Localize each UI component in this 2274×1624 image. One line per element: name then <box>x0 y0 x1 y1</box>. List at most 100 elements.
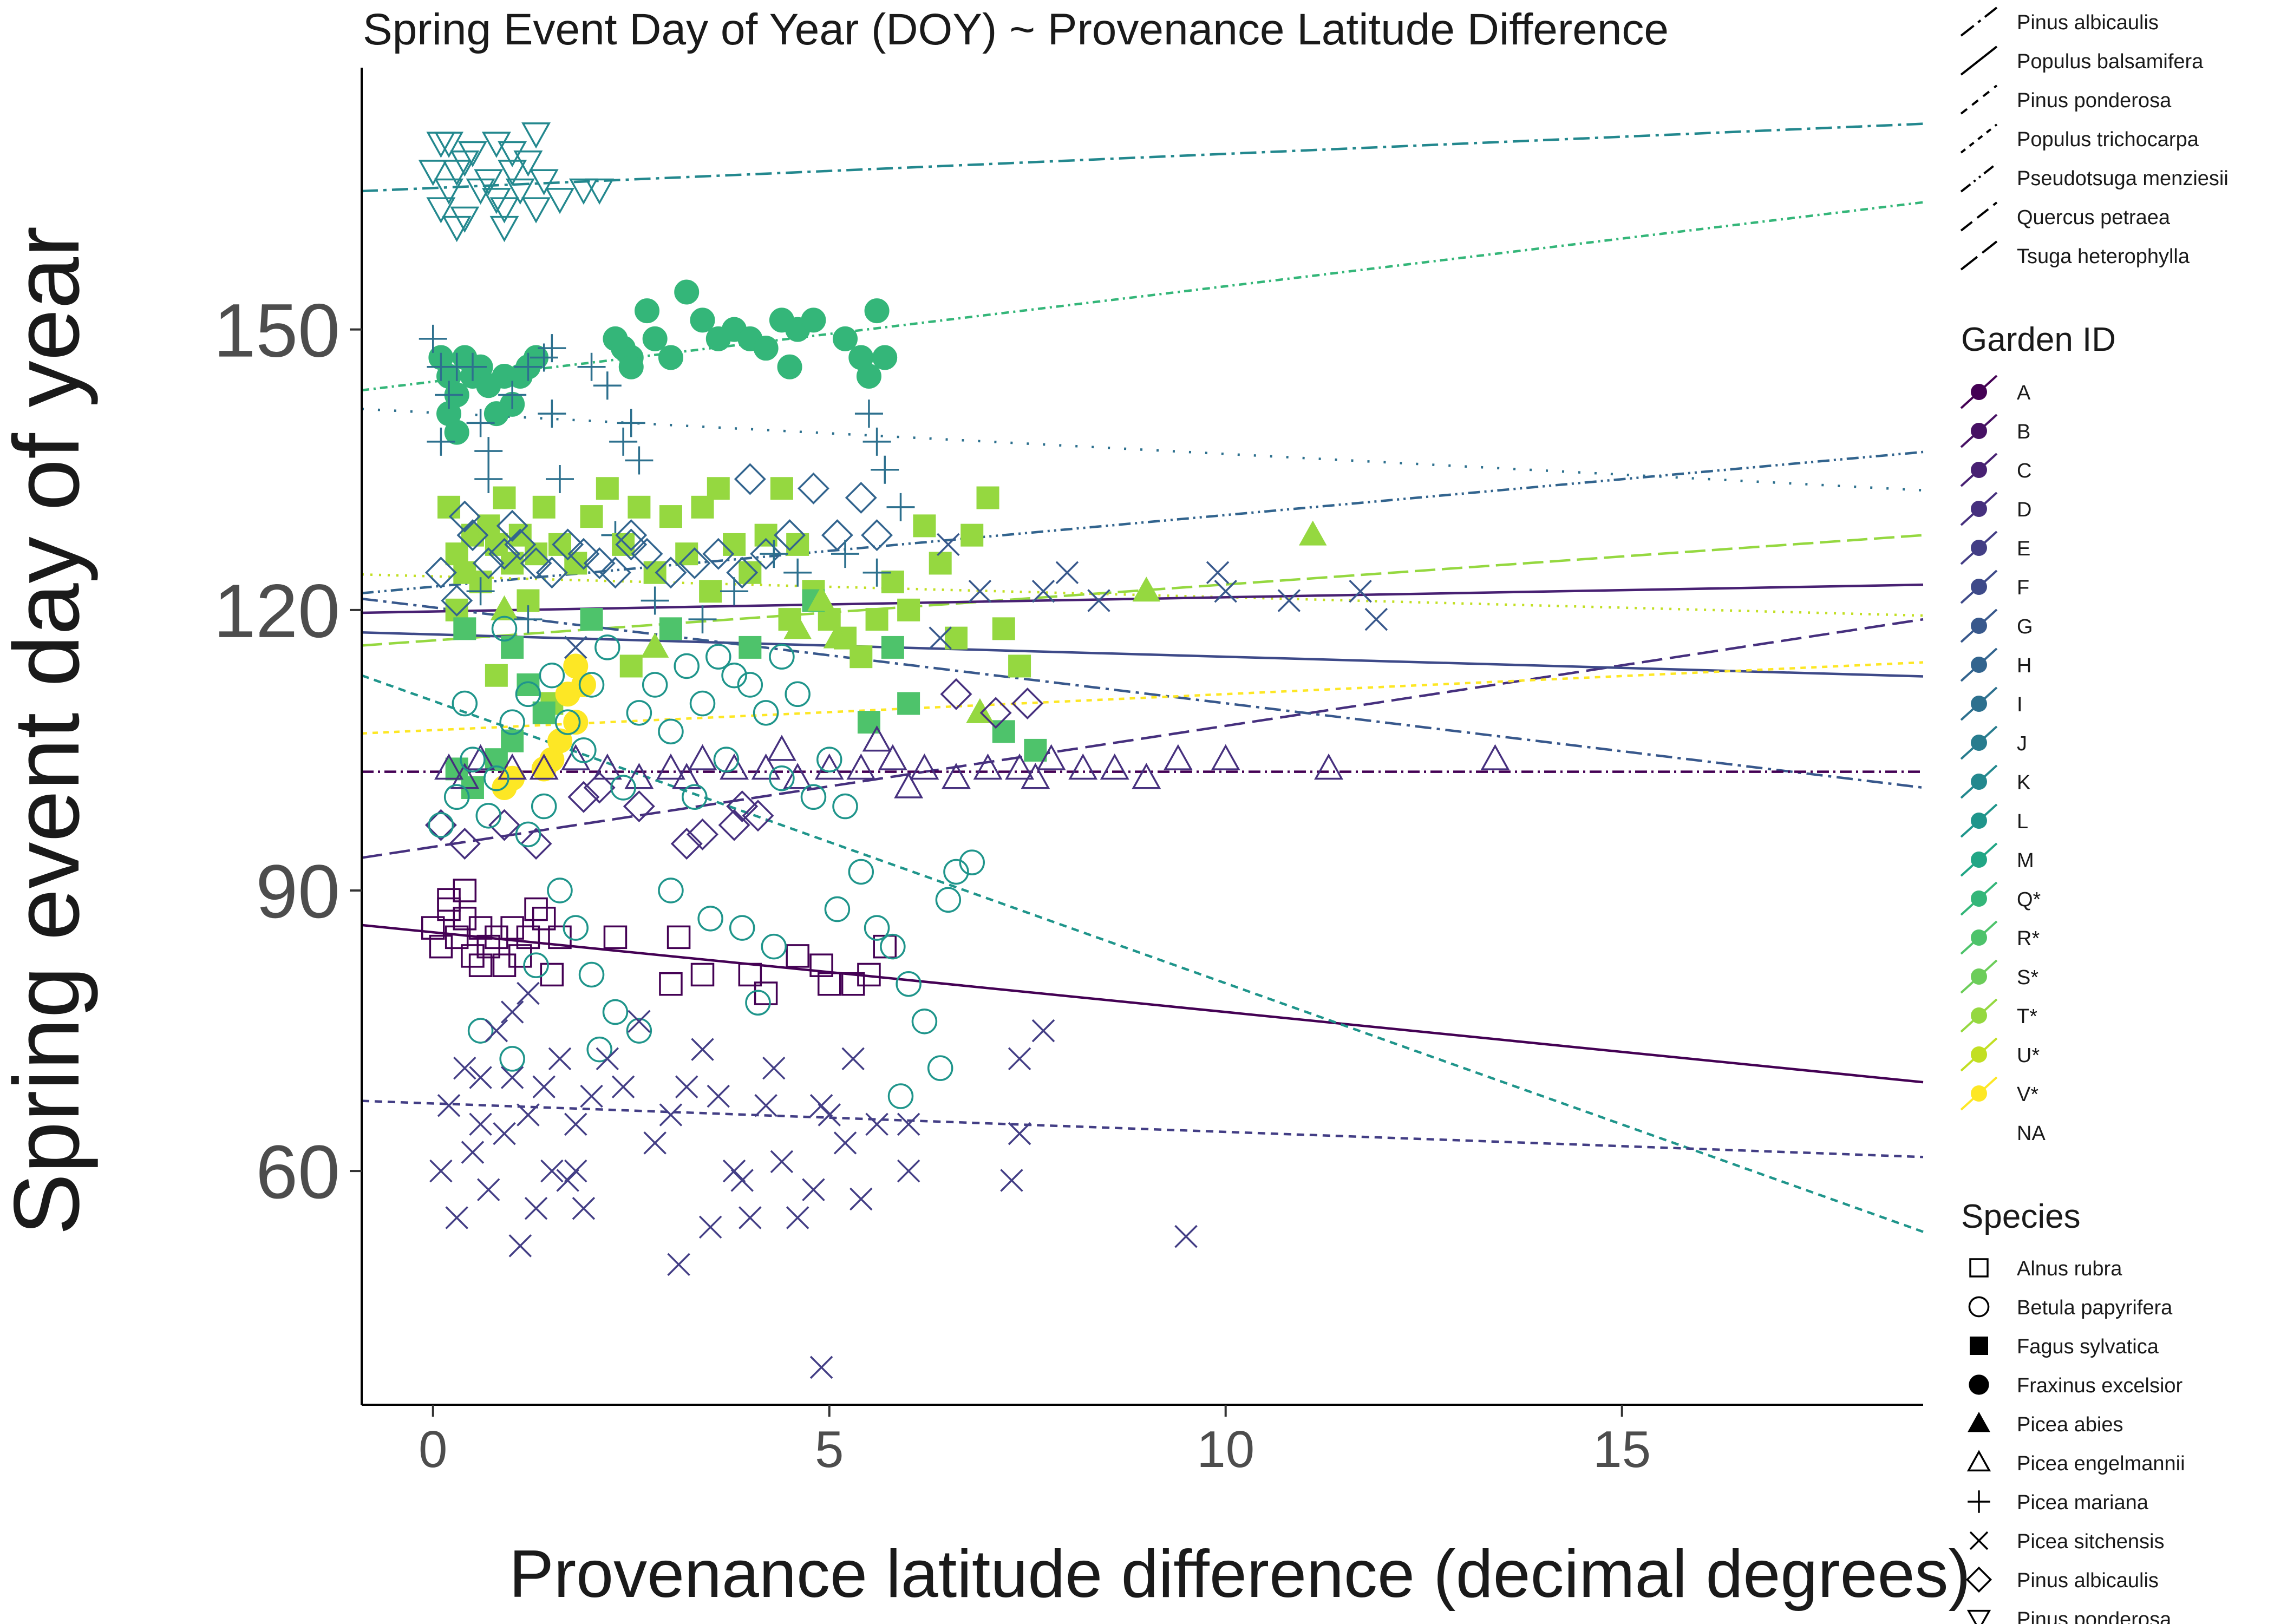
data-point <box>871 455 899 484</box>
data-point <box>592 753 622 780</box>
data-point <box>929 552 952 575</box>
data-point <box>437 888 461 912</box>
data-point <box>610 775 636 801</box>
data-point <box>1163 744 1193 770</box>
garden-legend-label: H <box>2017 654 2031 677</box>
data-point <box>754 981 778 1005</box>
data-point <box>750 538 782 570</box>
garden-legend-label: L <box>2017 810 2028 833</box>
data-point <box>760 540 788 568</box>
data-point <box>468 916 493 940</box>
data-point <box>910 753 939 780</box>
data-point <box>469 1066 492 1089</box>
data-point <box>500 916 524 940</box>
line-legend-key <box>1960 123 1998 154</box>
data-point <box>896 971 922 997</box>
data-point <box>580 1084 603 1108</box>
garden-legend-label: K <box>2017 771 2030 794</box>
data-point <box>424 809 457 841</box>
data-point <box>564 636 587 659</box>
garden-legend-label: E <box>2017 538 2030 560</box>
data-point <box>625 446 654 475</box>
data-point <box>655 556 687 589</box>
data-point <box>520 547 552 579</box>
x-tick-label: 5 <box>815 1420 844 1478</box>
data-point <box>753 700 779 726</box>
data-point <box>897 1112 920 1136</box>
axes: 60 90 120 150 0 5 10 15 <box>213 68 1923 1478</box>
data-point <box>532 907 556 931</box>
trend-line-2 <box>361 201 1924 392</box>
data-point <box>674 279 700 305</box>
data-point <box>774 519 806 552</box>
data-point <box>603 925 628 949</box>
data-point <box>552 528 584 561</box>
data-point <box>659 505 682 528</box>
data-point <box>539 662 565 689</box>
species-legend-key <box>1969 1374 1989 1395</box>
data-point <box>707 1084 730 1108</box>
data-point <box>453 1056 476 1080</box>
data-point <box>720 577 749 606</box>
trend-line-1 <box>361 122 1924 193</box>
data-point <box>453 879 477 902</box>
data-point <box>444 420 469 445</box>
data-point <box>586 1036 612 1063</box>
data-point <box>529 753 559 780</box>
data-point <box>524 1197 548 1220</box>
data-point <box>1132 577 1161 602</box>
data-point <box>670 828 703 860</box>
data-point <box>862 725 892 752</box>
data-point <box>567 781 600 813</box>
data-point <box>823 623 852 649</box>
data-point <box>707 477 730 500</box>
garden-legend-label: V* <box>2017 1083 2038 1106</box>
line-legend-label: Tsuga heterophylla <box>2017 245 2190 268</box>
data-point <box>848 859 874 885</box>
data-point <box>611 1075 635 1098</box>
garden-legend-dot <box>1971 929 1987 946</box>
data-point <box>786 533 809 556</box>
data-point <box>777 354 802 379</box>
data-point <box>548 1047 572 1071</box>
data-point <box>548 925 572 949</box>
data-point <box>845 482 877 514</box>
data-point <box>490 595 519 620</box>
data-point <box>1036 744 1066 770</box>
data-point <box>1011 687 1044 720</box>
data-point <box>418 160 448 186</box>
garden-legend-dot <box>1971 1046 1987 1063</box>
data-point <box>690 962 715 987</box>
data-point <box>872 345 898 370</box>
data-point <box>1008 1122 1031 1145</box>
species-legend-title: Species <box>1961 1198 2081 1235</box>
data-point <box>498 753 527 780</box>
x-axis-label: Provenance latitude difference (decimal … <box>509 1537 1971 1612</box>
garden-legend-title: Garden ID <box>1961 321 2116 358</box>
species-legend-key <box>1968 1296 1990 1318</box>
data-point <box>802 1178 825 1201</box>
trend-line-3 <box>361 408 1924 492</box>
data-point <box>442 215 472 243</box>
data-point <box>545 465 574 493</box>
y-tick-label: 120 <box>213 568 340 653</box>
garden-legend-dot <box>1971 1007 1987 1024</box>
garden-legend-dot <box>1971 462 1987 478</box>
data-point <box>966 698 994 723</box>
data-point <box>488 809 520 841</box>
data-point <box>992 617 1015 640</box>
species-legend-label: Picea mariana <box>2017 1491 2149 1514</box>
data-point <box>513 150 543 177</box>
data-point <box>538 400 566 428</box>
data-point <box>1214 580 1237 603</box>
data-point <box>1021 763 1050 789</box>
line-type-legend: Pinus albicaulis Populus balsamifera Pinus… <box>1960 6 2229 271</box>
data-point <box>514 352 543 381</box>
data-point <box>897 598 920 621</box>
y-tick-label: 150 <box>213 288 340 373</box>
data-point <box>445 598 468 621</box>
data-point <box>722 1159 746 1183</box>
y-tick-label: 90 <box>256 849 340 934</box>
